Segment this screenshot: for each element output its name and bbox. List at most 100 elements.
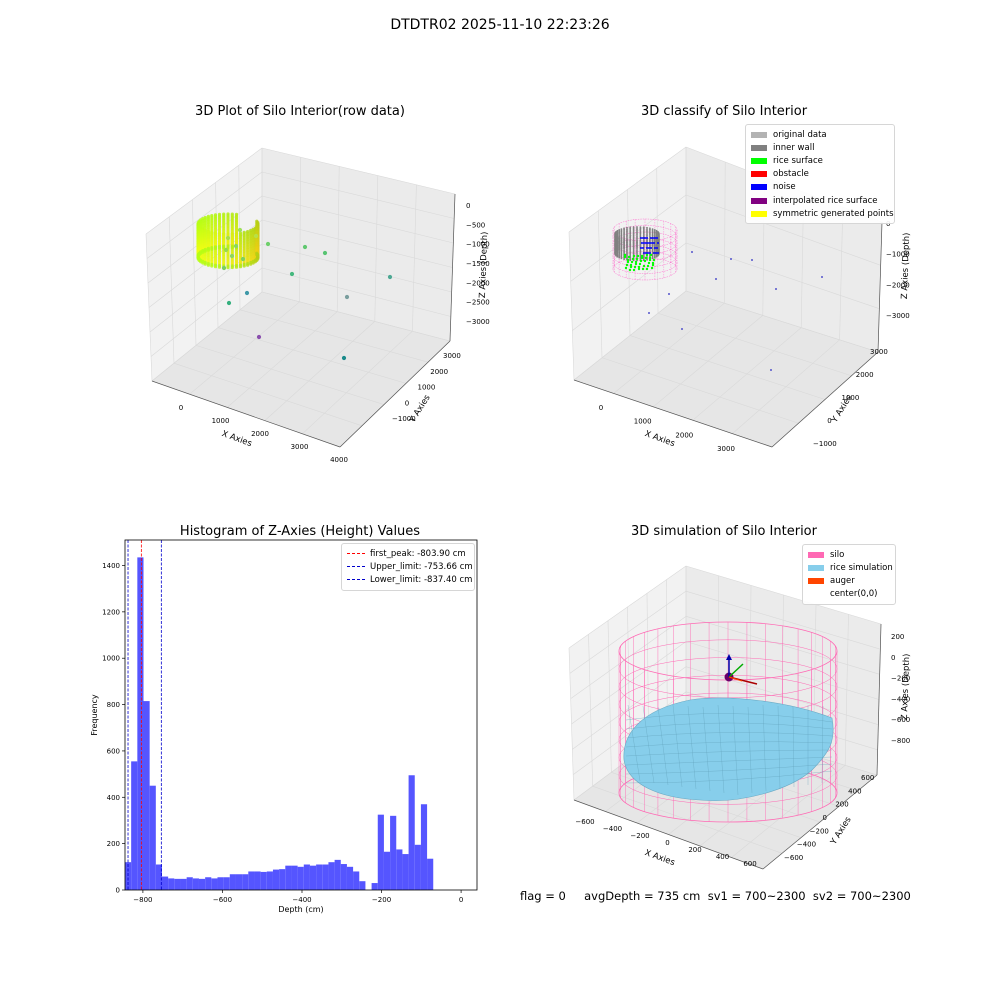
inner-wall-point [642,239,645,242]
data-point [221,265,227,271]
legend-label: obstacle [773,169,809,180]
y-tick-label: −1000 [813,440,837,448]
inner-wall-point [653,240,656,243]
inner-wall-point [651,239,654,242]
inner-wall-point [623,227,625,230]
y-tick-label: −200 [810,827,829,835]
legend-swatch [751,131,767,138]
grid-line [692,327,802,421]
legend-item: auger [808,574,890,587]
data-point [206,248,210,252]
inner-wall-point [616,245,619,248]
inner-wall-point [618,229,621,231]
data-point [210,264,214,268]
inner-wall-point [636,240,638,243]
inner-wall-point [636,245,638,248]
data-point [225,235,231,241]
data-point [213,265,218,269]
inner-wall-point [629,243,632,246]
inner-wall-point [651,230,654,233]
inner-wall-point [632,241,635,244]
inner-wall-point [616,244,619,247]
inner-wall-point [636,249,638,252]
noise-point [649,242,651,244]
x-tick-label: 400 [716,853,729,861]
y-tick-label: 2000 [856,371,874,379]
inner-wall-point [629,240,632,243]
inner-wall-point [629,235,632,238]
rice-surface-point [628,268,632,272]
inner-wall-point [616,235,619,237]
data-point [344,294,350,300]
rice-surface-point [633,265,637,269]
inner-wall-point [651,257,654,260]
inner-wall-point [636,244,638,247]
rice-surface-point [641,267,645,271]
legend-item: noise [751,181,889,194]
inner-wall-point [616,231,619,234]
inner-wall-point [618,251,621,254]
legend-item: original data [751,128,889,141]
noise-point [691,251,693,253]
legend-item: center(0,0) [808,588,890,601]
pane-right-wall [686,147,882,352]
inner-wall-point [651,246,654,249]
noise-point [654,247,656,249]
legend-swatch [751,157,767,164]
y-tick-label: 3000 [443,352,461,360]
inner-wall-point [618,243,621,246]
x-tick-label: 1000 [634,418,652,426]
inner-wall-point [632,250,635,253]
y-tick-label: 400 [848,787,861,795]
z-tick-label: −3000 [886,312,910,320]
inner-wall-point [629,227,632,230]
inner-wall-point [642,229,645,231]
legend-swatch [751,144,767,151]
inner-wall-point [626,252,628,255]
grid-line [150,267,263,357]
legend-label: Upper_limit: -753.66 cm [370,561,473,572]
inner-wall-point [646,243,648,246]
inner-wall-point [642,256,645,259]
noise-point [641,242,643,244]
rice-surface-point [626,258,630,262]
noise-point [655,252,657,254]
noise-point [643,242,645,244]
inner-wall-point [623,241,625,244]
inner-wall-point [620,257,623,260]
rice-surface-point [639,259,643,263]
inner-wall-point [629,244,632,247]
inner-wall-point [620,254,623,257]
inner-wall-point [626,230,628,233]
histogram-legend: first_peak: -803.90 cm Upper_limit: -753.… [341,543,475,591]
y-tick-label: 0 [405,399,409,407]
noise-point [656,237,658,239]
inner-wall-point [618,247,621,250]
inner-wall-point [632,235,635,238]
inner-wall-point [626,254,628,257]
inner-wall-point [651,254,654,257]
inner-wall-point [616,237,619,240]
noise-point [649,252,651,254]
pane-floor [152,292,450,447]
y-axis-line [771,351,879,448]
inner-wall-point [636,239,638,241]
rice-surface-point [640,256,644,260]
inner-wall-point [618,234,621,237]
grid-line [613,302,725,394]
inner-wall-point [623,235,625,238]
grid-line [629,335,826,400]
inner-wall-point [623,251,625,254]
inner-wall-point [626,236,628,238]
legend-item: silo [808,548,890,561]
rice-surface-point [652,258,656,262]
grid-line [261,267,451,317]
noise-point [647,252,649,254]
inner-wall-point [646,232,648,234]
inner-wall-point [616,232,619,235]
inner-wall-point [639,258,642,260]
inner-wall-point [629,231,632,234]
inner-wall-point [646,234,648,237]
inner-wall-point [626,239,628,242]
grid-line [264,321,376,421]
